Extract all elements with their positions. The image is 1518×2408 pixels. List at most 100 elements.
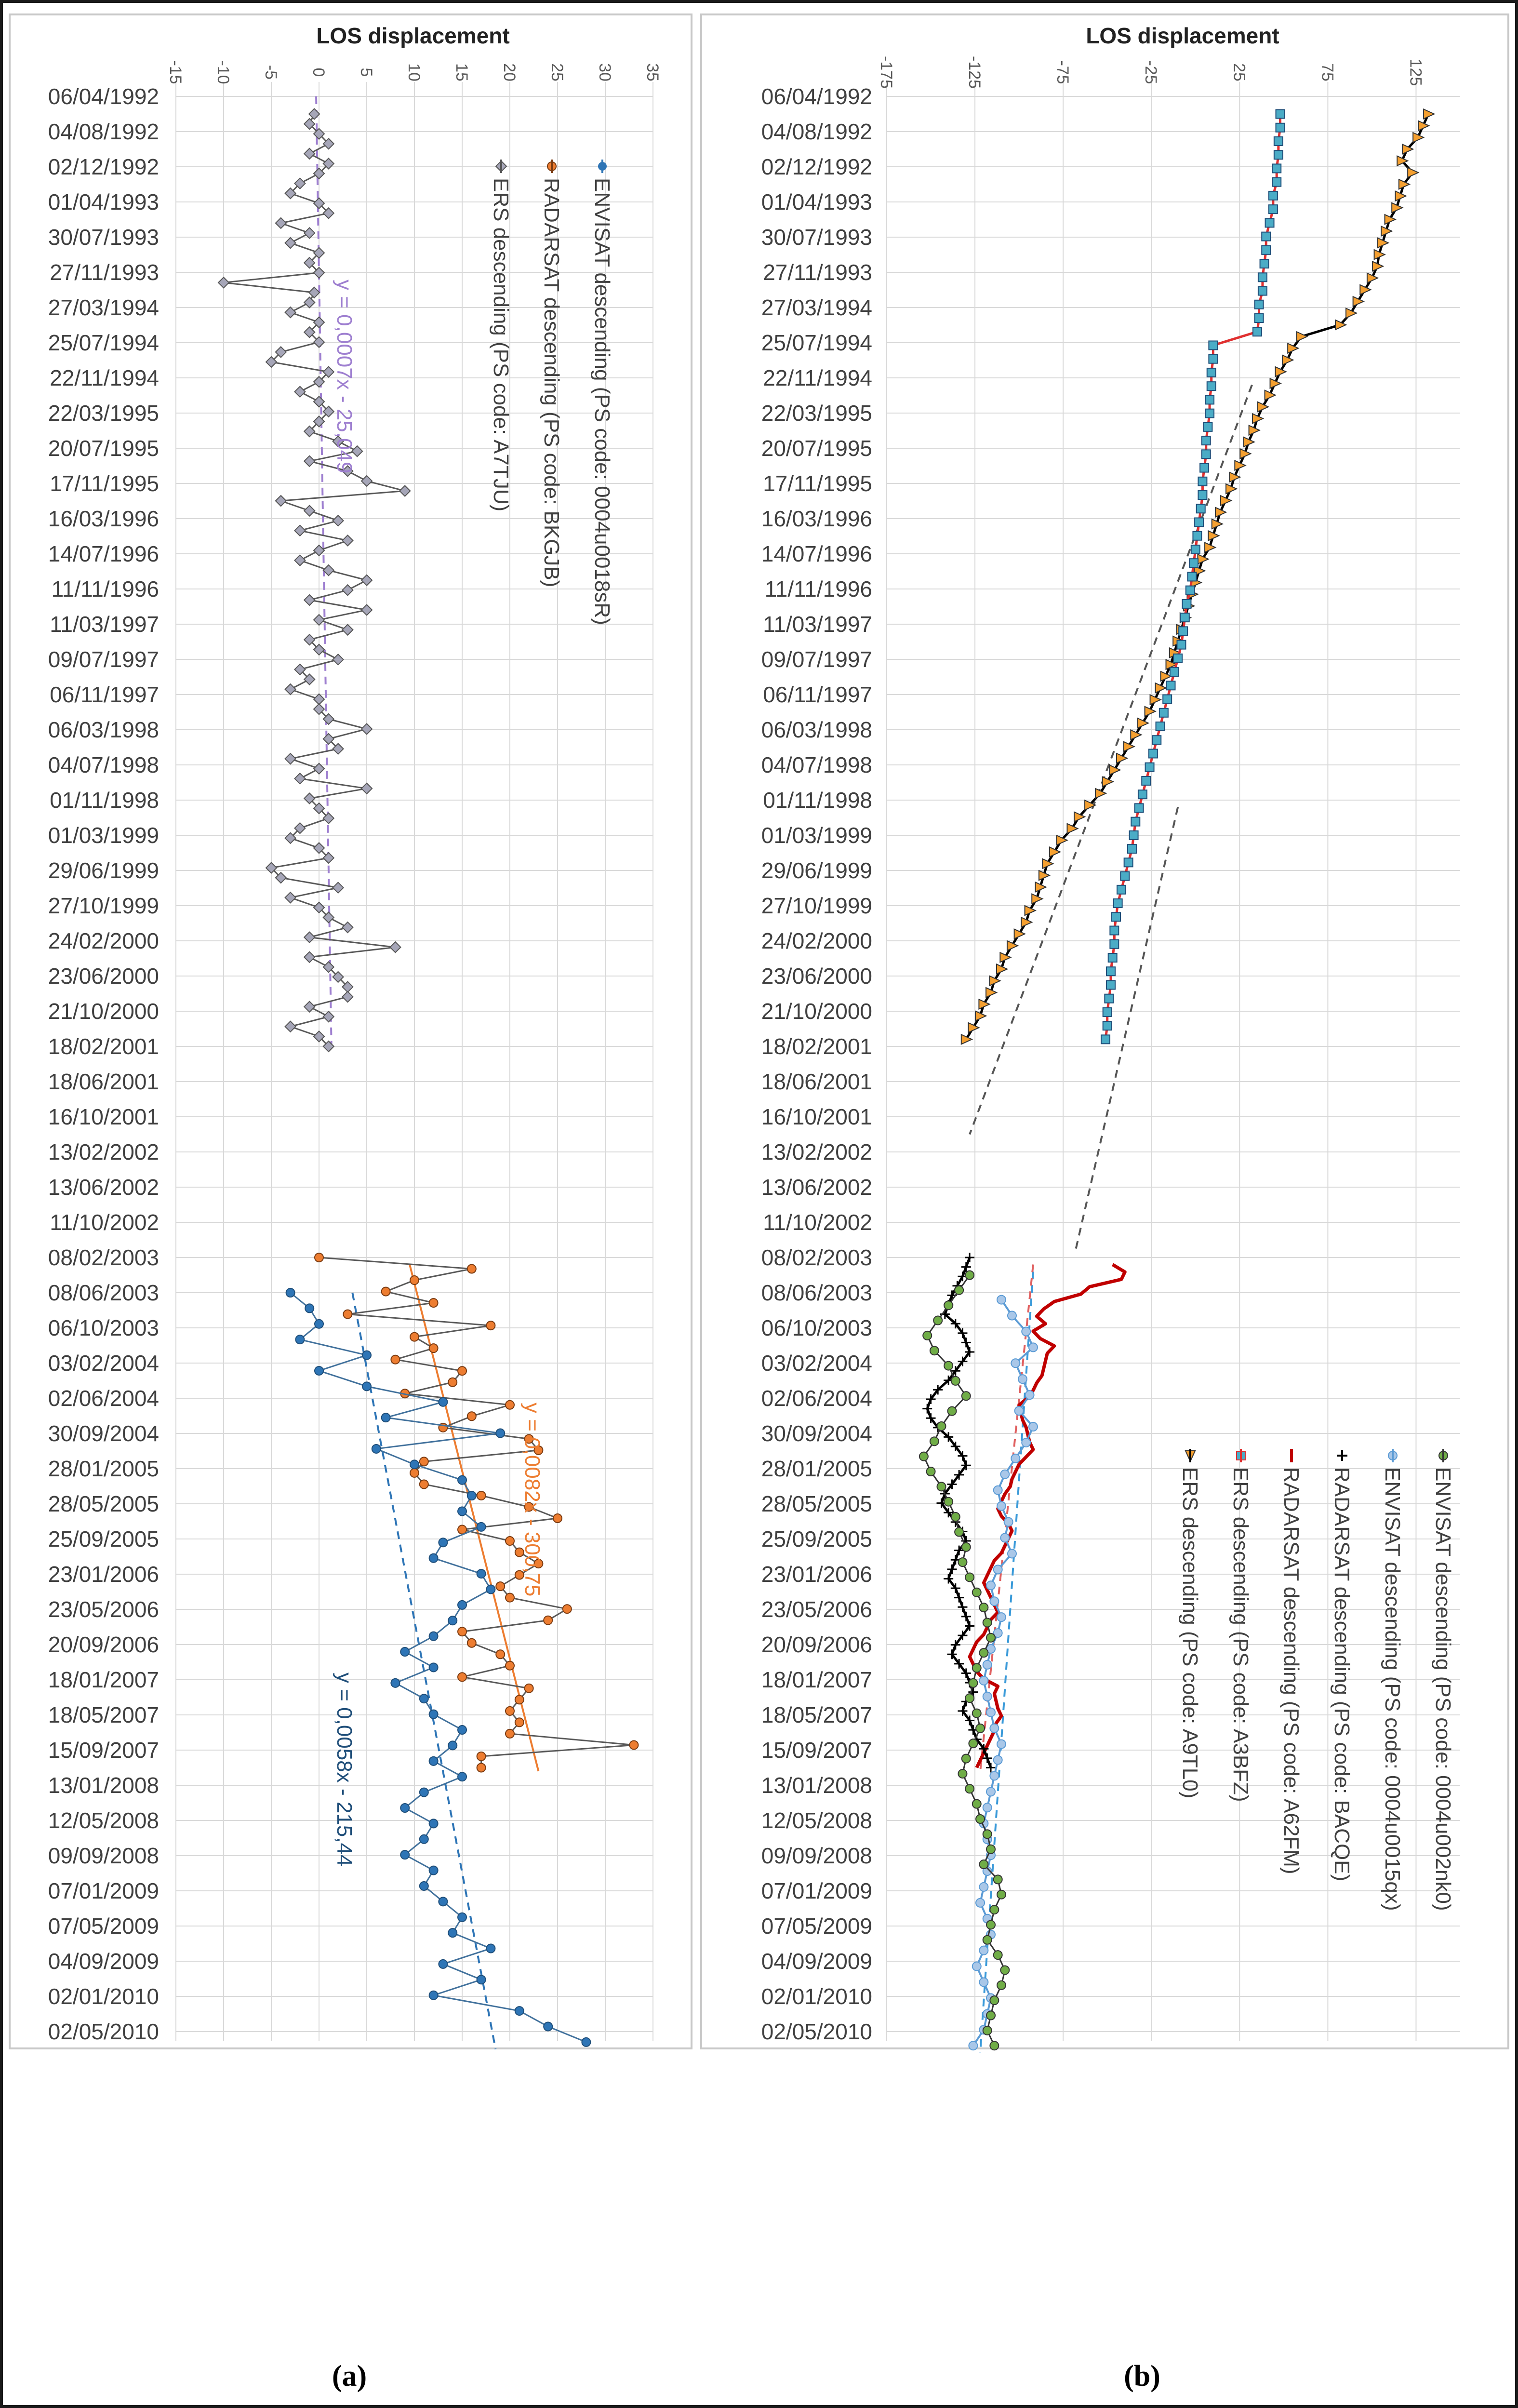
data-point (986, 1844, 996, 1854)
data-point (968, 1739, 978, 1749)
data-point (965, 1621, 975, 1631)
date-tick-label: 02/06/2004 (48, 1386, 159, 1411)
x-tick-label: 20 (500, 63, 519, 81)
data-point (1257, 401, 1270, 413)
data-point (419, 1479, 429, 1489)
data-point (448, 1616, 458, 1626)
date-tick-label: 22/03/1995 (48, 401, 159, 426)
data-point (1123, 741, 1136, 752)
data-point (982, 1935, 992, 1945)
data-point (996, 963, 1009, 975)
date-tick-label: 02/01/2010 (761, 1984, 872, 2009)
data-point (1145, 762, 1155, 772)
data-point (1261, 245, 1271, 255)
data-point (993, 1755, 1003, 1765)
data-point (390, 1354, 400, 1365)
date-tick-label: 08/02/2003 (48, 1245, 159, 1270)
data-point (514, 2006, 524, 2016)
data-point (1024, 905, 1037, 916)
x-tick-label: -10 (214, 60, 232, 84)
data-point (993, 1565, 1003, 1575)
date-tick-label: 16/10/2001 (48, 1104, 159, 1129)
data-point (982, 1691, 992, 1701)
data-point (399, 485, 411, 497)
data-point (965, 1270, 975, 1280)
data-point (313, 901, 325, 914)
panel-b-label: (b) (1124, 2360, 1160, 2393)
data-point (476, 1490, 486, 1500)
data-point (968, 1022, 980, 1033)
data-point (1201, 449, 1211, 459)
date-tick-label: 01/04/1993 (761, 189, 872, 214)
data-point (1206, 367, 1216, 377)
data-point (1107, 952, 1118, 963)
data-point (986, 2010, 996, 2020)
date-tick-label: 27/10/1999 (761, 893, 872, 918)
data-point (1017, 1374, 1027, 1384)
date-tick-label: 06/11/1997 (763, 682, 872, 707)
data-point (313, 197, 325, 210)
data-point (950, 1442, 960, 1452)
data-point (950, 1366, 960, 1376)
date-tick-label: 20/07/1995 (761, 436, 872, 461)
data-point (944, 1361, 954, 1371)
data-point (524, 1502, 534, 1512)
series-1-0 (960, 108, 1436, 1045)
data-point (284, 683, 297, 696)
panel-a-title: LOS displacement (316, 23, 509, 48)
date-tick-label: 02/12/1992 (761, 154, 872, 179)
data-point (1106, 980, 1116, 990)
date-tick-label: 04/08/1992 (48, 119, 159, 144)
data-point (1000, 1533, 1010, 1543)
data-point (961, 1391, 971, 1401)
data-point (1056, 834, 1068, 846)
data-point (428, 1662, 439, 1672)
date-tick-label: 30/07/1993 (761, 225, 872, 250)
series-line (319, 1257, 635, 1768)
data-point (514, 1547, 524, 1557)
data-point (562, 1604, 572, 1614)
x-tick-label: -175 (877, 56, 895, 89)
data-point (360, 723, 373, 735)
data-point (341, 624, 354, 636)
data-point (284, 187, 297, 200)
data-point (989, 2041, 999, 2051)
data-point (986, 1763, 996, 1773)
data-point (965, 1572, 975, 1582)
data-point (1272, 163, 1282, 174)
panel-a: LOS displacement -15 -10 -5 0 5 10 15 20 25 30 35 … (9, 13, 692, 2049)
x-tick-label: 10 (405, 63, 423, 81)
series-1-4 (968, 1295, 1038, 2051)
data-point (341, 921, 354, 934)
x-tick-group: 5 (357, 68, 375, 77)
data-point (448, 1928, 458, 1938)
data-point (284, 832, 297, 844)
data-point (313, 614, 325, 626)
data-point (341, 465, 354, 477)
data-point (293, 822, 306, 834)
panel-b-legend: ENVISAT descending (PS code: 0004u002nk0… (1178, 1449, 1455, 1911)
data-point (954, 1527, 964, 1537)
data-point (1359, 284, 1372, 295)
date-tick-label: 25/07/1994 (48, 330, 159, 355)
date-tick-label: 13/06/2002 (761, 1175, 872, 1200)
data-point (1275, 366, 1287, 377)
date-tick-label: 07/05/2009 (761, 1913, 872, 1939)
data-point (1257, 272, 1267, 282)
data-point (1261, 231, 1271, 241)
data-point (1407, 167, 1420, 178)
x-tick-group: 35 (643, 63, 662, 81)
data-point (1282, 354, 1294, 366)
data-point (495, 1649, 506, 1659)
data-point (457, 1525, 467, 1535)
data-point (313, 167, 325, 180)
data-point (1182, 599, 1192, 609)
data-point (466, 1638, 477, 1648)
data-point (1418, 120, 1430, 132)
data-point (1011, 1358, 1021, 1368)
data-point (322, 137, 335, 150)
data-point (1042, 858, 1054, 870)
data-point (944, 1497, 954, 1507)
x-tick-label: 25 (548, 63, 566, 81)
data-point (1007, 1311, 1017, 1321)
